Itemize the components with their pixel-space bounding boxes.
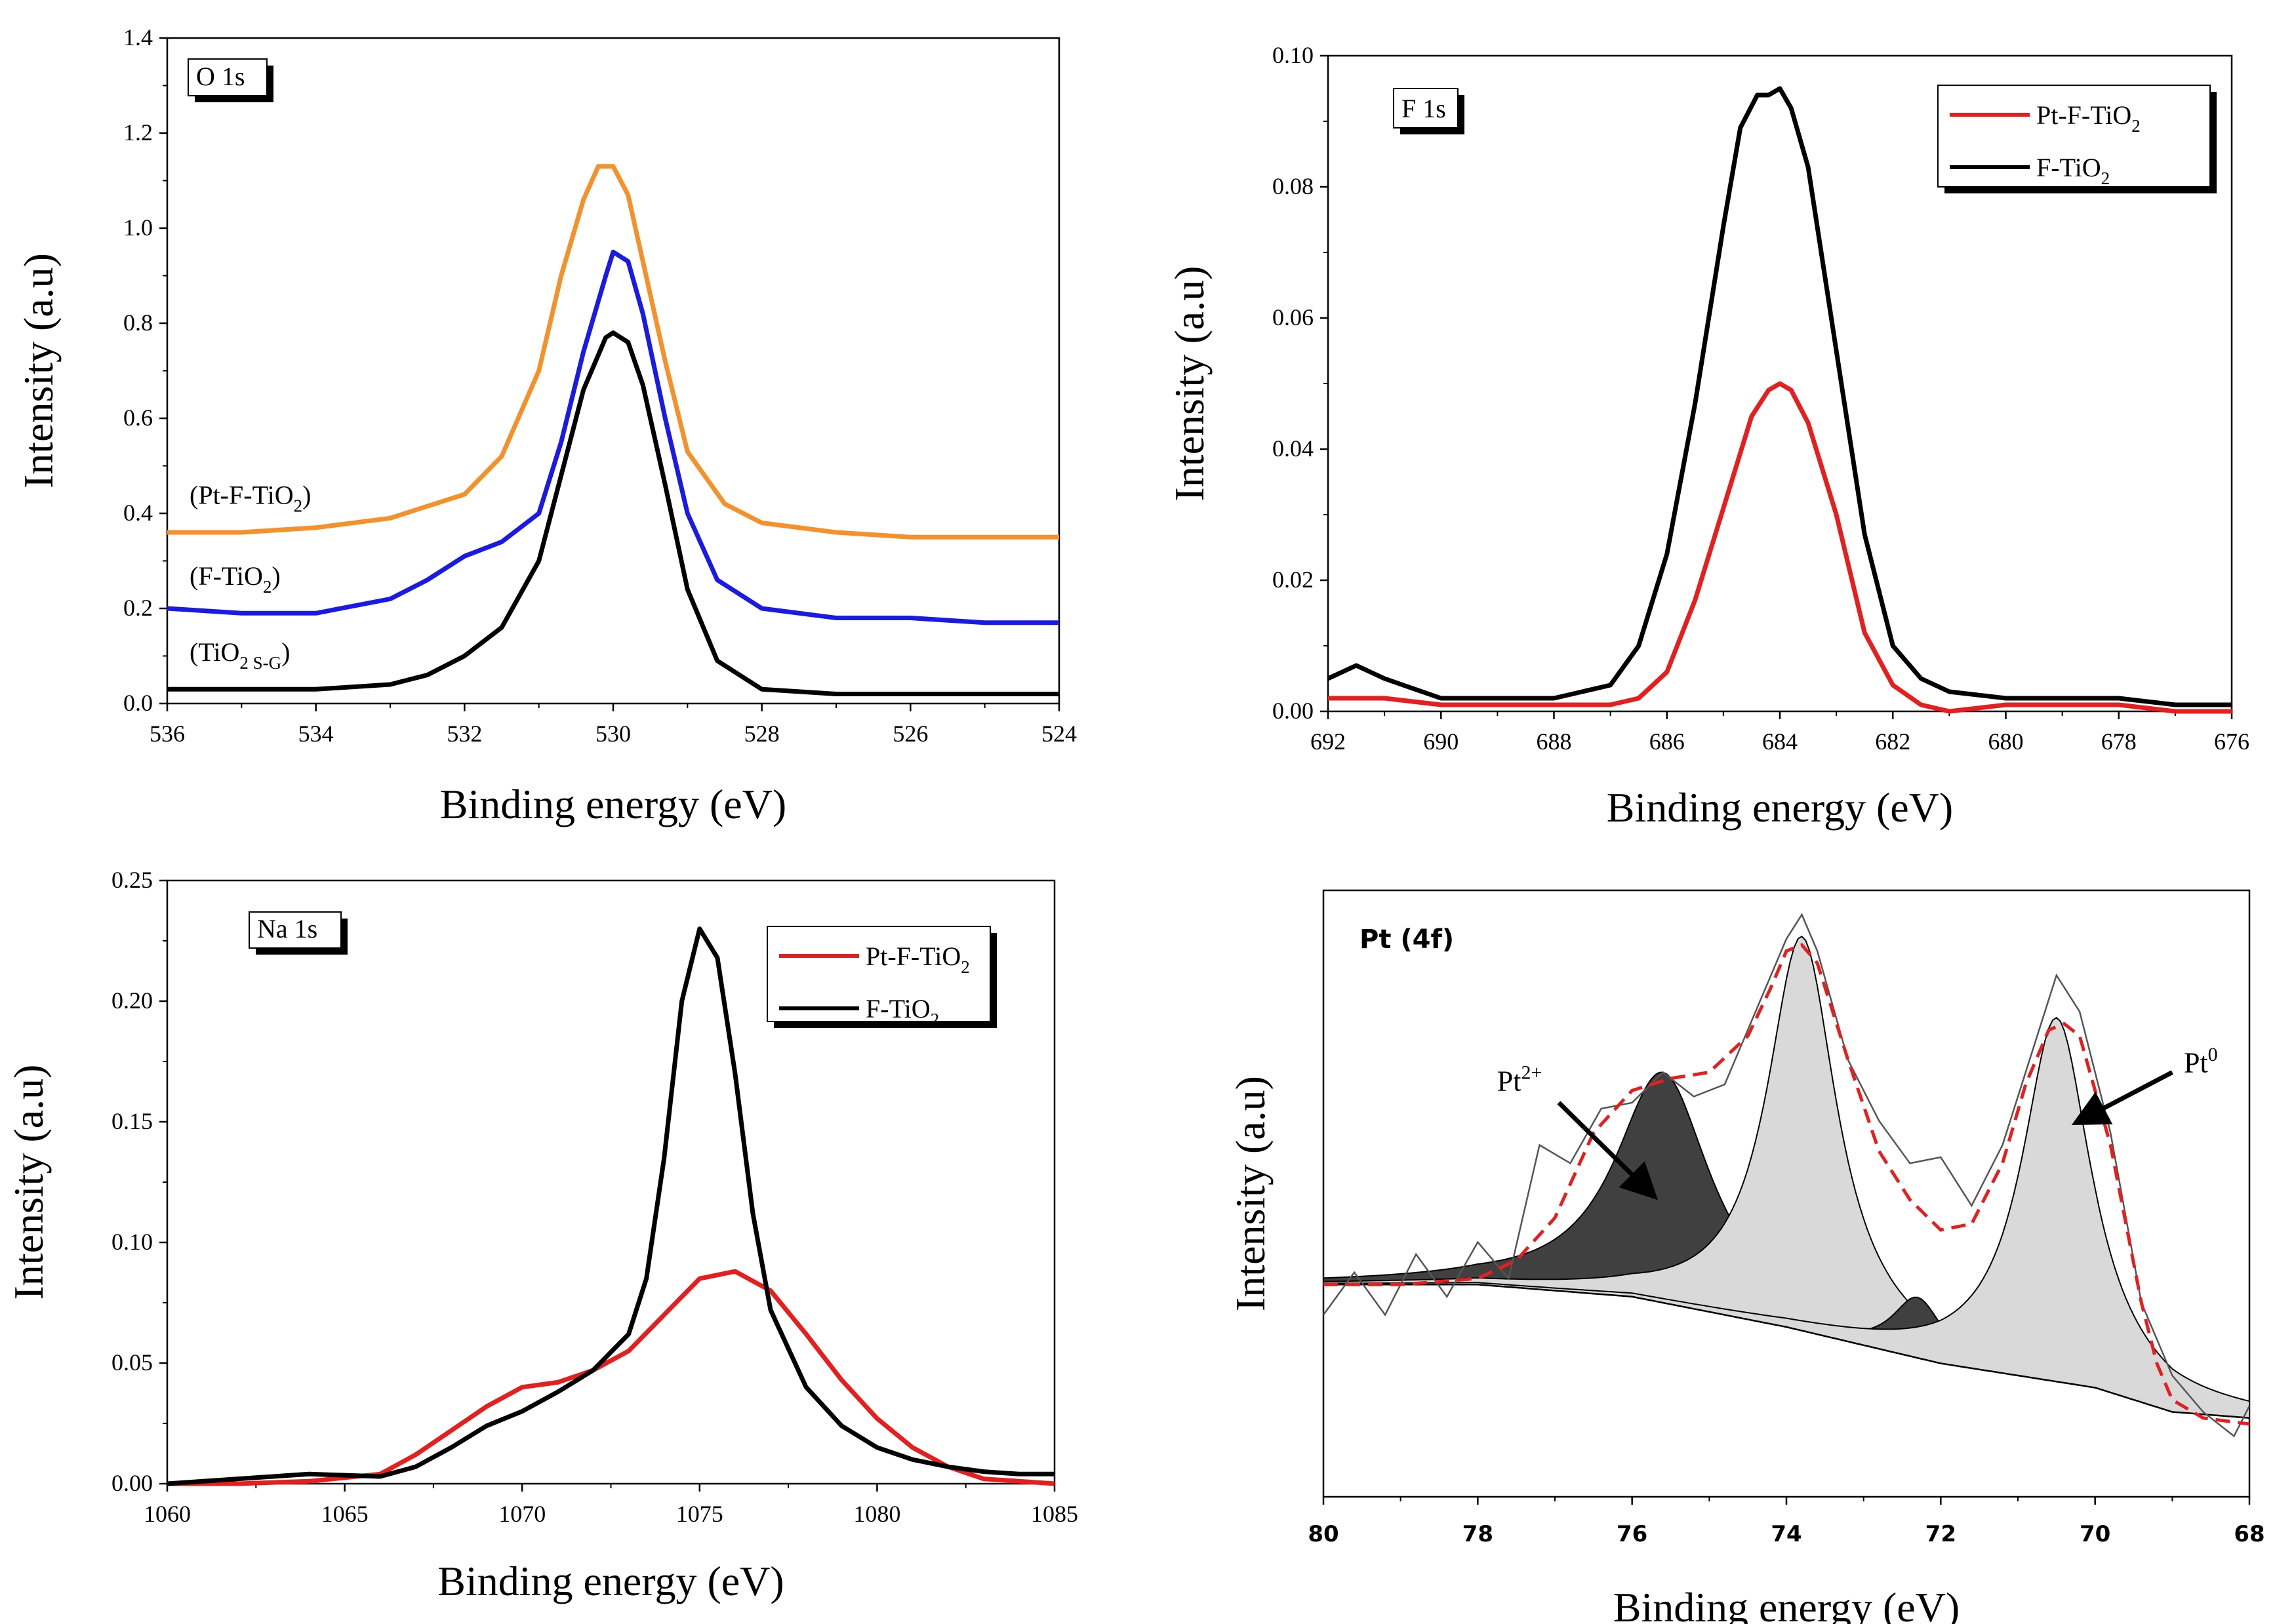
legend-label: Pt-F-TiO2 xyxy=(866,941,970,977)
y-tick-label: 0.15 xyxy=(111,1108,153,1134)
y-tick-label: 0.0 xyxy=(123,690,153,716)
x-tick-label: 70 xyxy=(2080,1521,2110,1547)
series-line xyxy=(167,1269,1055,1486)
panel-title: O 1s xyxy=(196,62,245,91)
plot-frame xyxy=(166,37,1060,705)
y-tick-label: 0.10 xyxy=(111,1229,153,1255)
x-tick-label: 676 xyxy=(2214,728,2249,755)
x-tick-label: 690 xyxy=(1423,728,1459,755)
y-tick-label: 0.08 xyxy=(1272,173,1314,199)
series-line xyxy=(167,164,1059,540)
x-axis-label: Binding energy (eV) xyxy=(437,1558,784,1604)
curve-annotation: (Pt-F-TiO2) xyxy=(190,481,311,516)
x-axis-label: Binding energy (eV) xyxy=(1607,784,1953,831)
legend-label: F-TiO2 xyxy=(2036,153,2110,188)
panel-title: Pt (4f) xyxy=(1359,924,1454,955)
x-tick-label: 1075 xyxy=(676,1501,723,1527)
panel-title: Na 1s xyxy=(257,914,317,943)
series-line xyxy=(167,926,1055,1486)
pt0-arrow xyxy=(2071,1070,2173,1125)
envelope-line xyxy=(1323,943,2250,1426)
na1s-panel: 1060 1065 1070 1075 1080 1085 0.00 0.05 0.10 0.15… xyxy=(5,867,1078,1604)
x-tick-label: 1080 xyxy=(853,1501,900,1527)
x-tick-label: 686 xyxy=(1649,728,1685,755)
legend-label: F-TiO2 xyxy=(866,994,939,1029)
x-tick-label: 76 xyxy=(1617,1521,1647,1547)
y-tick-label: 0.06 xyxy=(1272,304,1314,330)
x-tick-label: 526 xyxy=(893,721,928,747)
x-tick-label: 1065 xyxy=(321,1501,369,1527)
y-tick-label: 0.4 xyxy=(123,500,153,526)
o1s-panel: 536 534 532 530 528 526 524 0.0 0.2 0.4 0.6 0.8 1.0 1… xyxy=(15,24,1077,827)
x-tick-label: 78 xyxy=(1462,1521,1493,1547)
series-line xyxy=(1327,86,2232,707)
x-tick-label: 684 xyxy=(1762,728,1798,755)
curve-annotation: (F-TiO2) xyxy=(190,561,281,597)
y-tick-label: 0.00 xyxy=(111,1470,153,1496)
series-line xyxy=(167,249,1059,625)
y-tick-label: 0.25 xyxy=(111,867,153,893)
y-tick-label: 0.20 xyxy=(111,987,153,1014)
pt2-arrow xyxy=(1557,1101,1659,1200)
x-axis-label: Binding energy (eV) xyxy=(1613,1584,1960,1624)
x-tick-label: 532 xyxy=(447,721,482,747)
legend-label: Pt-F-TiO2 xyxy=(2036,100,2141,136)
y-axis-label: Intensity (a.u) xyxy=(1166,266,1213,502)
y-tick-label: 0.6 xyxy=(123,405,153,431)
x-tick-label: 692 xyxy=(1310,728,1346,755)
x-tick-label: 536 xyxy=(150,721,185,747)
x-tick-label: 524 xyxy=(1041,721,1077,747)
y-tick-label: 1.2 xyxy=(123,119,153,146)
x-tick-label: 74 xyxy=(1771,1521,1802,1547)
title-box xyxy=(188,58,268,96)
title-box xyxy=(249,911,342,949)
curve-annotation: (TiO2 S-G) xyxy=(190,637,290,673)
y-tick-label: 0.02 xyxy=(1272,566,1314,593)
series-line xyxy=(1328,381,2232,714)
y-tick-label: 0.05 xyxy=(111,1349,153,1376)
legend-box xyxy=(767,926,991,1022)
x-tick-label: 80 xyxy=(1308,1521,1339,1547)
panel-title: F 1s xyxy=(1401,94,1446,123)
pt4f-panel: 80 78 76 74 72 70 68 Binding energy (eV) Intensi… xyxy=(1227,889,2265,1624)
x-tick-label: 1070 xyxy=(498,1501,546,1527)
pt2-label: Pt2+ xyxy=(1497,1062,1542,1098)
x-tick-label: 1085 xyxy=(1031,1501,1078,1527)
x-tick-label: 678 xyxy=(2101,728,2137,755)
x-tick-label: 534 xyxy=(298,721,334,747)
x-axis-label: Binding energy (eV) xyxy=(440,781,786,827)
x-tick-label: 688 xyxy=(1537,728,1572,755)
y-axis-label: Intensity (a.u) xyxy=(15,253,62,488)
series-line xyxy=(167,330,1059,696)
f1s-panel: 692 690 688 686 684 682 680 678 676 0.00 0.02 0.04 0… xyxy=(1166,42,2249,831)
y-tick-label: 0.00 xyxy=(1272,698,1314,724)
y-tick-label: 0.04 xyxy=(1272,435,1314,462)
y-tick-label: 0.2 xyxy=(123,595,153,621)
y-tick-label: 0.10 xyxy=(1272,42,1314,68)
title-box xyxy=(1393,88,1459,129)
x-tick-label: 680 xyxy=(1988,728,2024,755)
x-tick-label: 68 xyxy=(2234,1521,2265,1547)
y-axis-label: Intensity (a.u) xyxy=(5,1065,52,1300)
x-tick-label: 72 xyxy=(1925,1521,1956,1547)
x-tick-label: 682 xyxy=(1875,728,1910,755)
pt0-label: Pt0 xyxy=(2184,1044,2218,1079)
y-tick-label: 1.0 xyxy=(123,214,153,241)
x-tick-label: 530 xyxy=(595,721,631,747)
y-tick-label: 0.8 xyxy=(123,309,153,336)
x-tick-label: 1060 xyxy=(144,1501,191,1527)
background-line xyxy=(1323,1284,2250,1419)
y-axis-label: Intensity (a.u) xyxy=(1227,1076,1274,1311)
x-tick-label: 528 xyxy=(744,721,780,747)
y-tick-label: 1.4 xyxy=(123,24,153,50)
legend-box xyxy=(1937,85,2211,188)
